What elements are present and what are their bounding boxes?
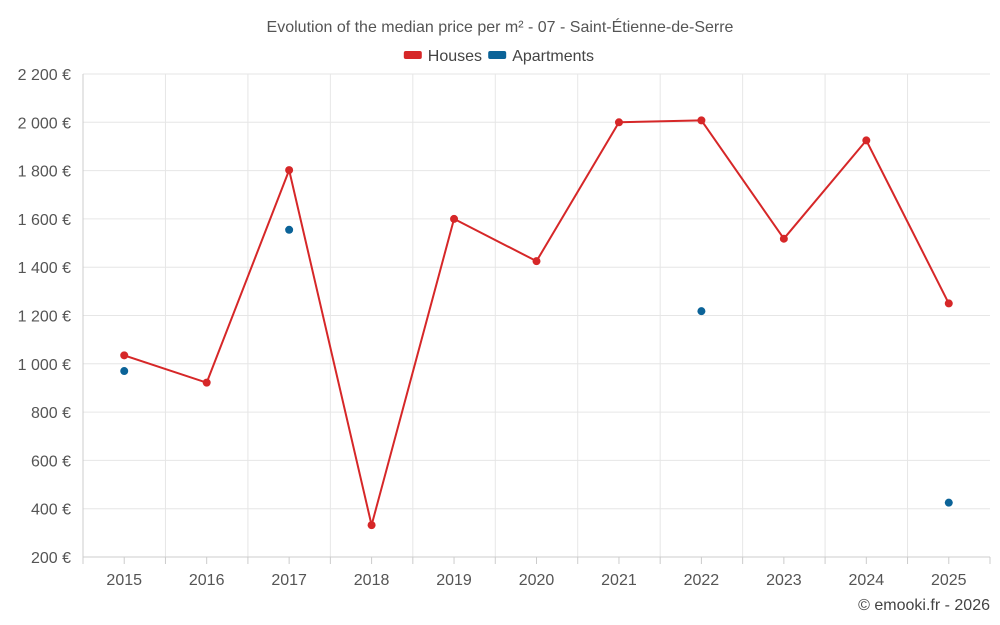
y-tick-label: 2 000 € (18, 115, 71, 132)
grid-lines (83, 73, 990, 557)
x-tick-label: 2023 (766, 572, 802, 589)
x-tick-label: 2019 (436, 572, 472, 589)
apartments-legend-swatch (488, 51, 507, 59)
y-tick-label: 1 200 € (18, 309, 71, 326)
chart-title: Evolution of the median price per m² - 0… (267, 17, 734, 36)
x-tick-label: 2018 (354, 572, 390, 589)
houses-data-point (862, 136, 871, 145)
apartments-data-point (944, 498, 953, 507)
x-tick-label: 2022 (684, 572, 720, 589)
houses-data-point (614, 118, 623, 127)
x-tick-label: 2015 (106, 572, 142, 589)
houses-data-point (450, 214, 459, 223)
x-tick-label: 2025 (931, 572, 967, 589)
houses-legend-swatch (403, 51, 422, 59)
houses-data-point (285, 166, 294, 175)
y-tick-label: 1 600 € (18, 212, 71, 229)
houses-legend-label: Houses (428, 48, 482, 65)
houses-data-point (120, 351, 129, 360)
apartments-data-point (120, 367, 129, 376)
axes: 200 € 400 € 600 € 800 € 1 000 € 1 200 € 1 400 … (18, 67, 991, 589)
x-tick-label: 2020 (519, 572, 555, 589)
y-tick-label: 400 € (31, 502, 71, 519)
x-tick-label: 2016 (189, 572, 225, 589)
credit-text: © emooki.fr - 2026 (858, 597, 990, 614)
x-tick-label: 2024 (849, 572, 885, 589)
houses-data-point (532, 257, 541, 266)
y-tick-label: 1 800 € (18, 164, 71, 181)
houses-data-point (697, 116, 706, 125)
x-tick-label: 2017 (271, 572, 307, 589)
y-tick-label: 1 400 € (18, 260, 71, 277)
y-tick-label: 200 € (31, 550, 71, 567)
houses-data-point (202, 378, 211, 387)
y-tick-label: 1 000 € (18, 357, 71, 374)
series-layer (120, 116, 953, 530)
y-tick-label: 800 € (31, 405, 71, 422)
apartments-data-point (285, 225, 294, 234)
houses-data-point (367, 521, 376, 530)
y-tick-label: 600 € (31, 453, 71, 470)
apartments-data-point (697, 307, 706, 316)
y-tick-label: 2 200 € (18, 67, 71, 84)
apartments-legend-label: Apartments (512, 48, 594, 65)
houses-data-point (779, 234, 788, 243)
legend: Houses Apartments (403, 48, 594, 65)
x-tick-label: 2021 (601, 572, 637, 589)
houses-data-point (944, 299, 953, 308)
